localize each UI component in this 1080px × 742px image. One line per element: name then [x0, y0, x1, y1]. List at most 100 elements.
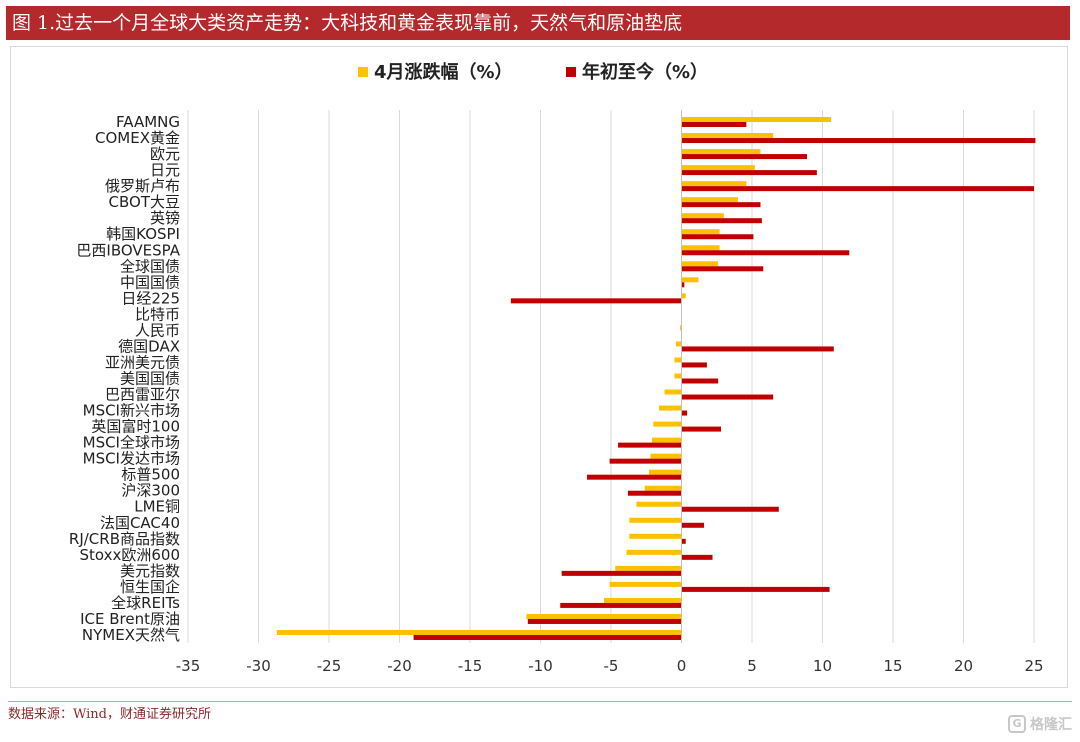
category-label: 全球国债: [120, 257, 180, 275]
category-label: 巴西IBOVESPA: [76, 241, 180, 259]
category-label: Stoxx欧洲600: [79, 546, 180, 564]
bar-series-2: [681, 170, 817, 176]
bar-series-2: [681, 538, 686, 544]
bar-series-1: [681, 293, 686, 299]
category-label: 沪深300: [121, 482, 180, 500]
x-tick-label: -5: [604, 657, 619, 675]
bar-series-2: [681, 394, 774, 400]
bar-series-1: [681, 181, 747, 187]
bar-series-1: [674, 373, 682, 379]
bar-series-1: [609, 581, 682, 587]
bar-series-1: [276, 629, 682, 635]
legend-label-1: 4月涨跌幅（%）: [374, 61, 513, 83]
category-label: 英镑: [150, 209, 180, 227]
x-tick-label: -15: [458, 657, 483, 675]
category-label: 德国DAX: [118, 337, 180, 355]
legend-swatch-1: [358, 67, 368, 77]
watermark-text: 格隆汇: [1030, 717, 1072, 733]
category-label: 韩国KOSPI: [106, 225, 180, 243]
bar-series-1: [650, 453, 682, 459]
bar-series-2: [413, 634, 682, 640]
x-tick-label: 5: [747, 657, 757, 675]
bar-series-1: [603, 597, 682, 603]
category-label: FAAMNG: [116, 113, 180, 131]
category-label: LME铜: [134, 498, 180, 516]
x-tick-label: -35: [176, 657, 201, 675]
bar-series-1: [681, 117, 831, 123]
legend-label-2: 年初至今（%）: [582, 61, 708, 83]
bar-series-1: [680, 325, 682, 331]
category-label: MSCI新兴市场: [83, 402, 180, 420]
category-label: CBOT大豆: [109, 193, 180, 211]
bar-series-2: [681, 522, 705, 528]
bar-series-2: [681, 186, 1034, 192]
bar-series-2: [681, 138, 1036, 144]
x-tick-label: -25: [317, 657, 342, 675]
category-label: MSCI发达市场: [83, 450, 180, 468]
bar-series-2: [681, 250, 850, 256]
bar-series-1: [626, 549, 682, 555]
bar-series-2: [681, 362, 707, 368]
category-label: 比特币: [135, 305, 180, 323]
watermark: G 格隆汇: [1008, 712, 1072, 736]
bar-series-1: [629, 517, 682, 523]
bar-series-2: [681, 218, 762, 224]
category-label: 俄罗斯卢布: [105, 177, 180, 195]
category-label: 恒生国企: [120, 578, 180, 596]
bar-series-1: [681, 197, 738, 203]
category-label: 全球REITs: [111, 594, 180, 612]
category-label: 中国国债: [120, 273, 180, 291]
bar-series-2: [681, 554, 713, 560]
bar-series-1: [674, 357, 682, 363]
bar-series-2: [627, 490, 682, 496]
category-label: 欧元: [150, 145, 180, 163]
category-label: 亚洲美元债: [105, 353, 180, 371]
chart-frame: -35 -30 -25 -20 -15 -10 -5 0 5 10 15 20 25 FAAMNG COME…: [10, 46, 1068, 688]
bar-series-2: [681, 202, 761, 208]
bar-series-2: [609, 458, 682, 464]
category-label: NYMEX天然气: [82, 626, 180, 644]
bar-series-2: [561, 570, 682, 576]
category-label: 标普500: [121, 466, 180, 484]
bar-series-2: [618, 442, 682, 448]
x-tick-label: 10: [813, 657, 832, 675]
bar-series-2: [681, 154, 807, 160]
bar-series-1: [681, 261, 719, 267]
bar-chart: -35 -30 -25 -20 -15 -10 -5 0 5 10 15 20 25 FAAMNGCOME…: [69, 61, 1044, 675]
bar-series-1: [653, 421, 682, 427]
bar-series-1: [664, 389, 682, 395]
bar-series-2: [560, 602, 682, 608]
x-tick-label: -20: [387, 657, 412, 675]
bar-series-2: [681, 586, 830, 592]
bar-series-1: [681, 133, 774, 139]
bar-series-1: [681, 229, 720, 235]
bar-series-1: [615, 565, 682, 571]
bar-series-2: [681, 234, 754, 240]
bar-series-1: [526, 613, 682, 619]
bar-series-1: [658, 405, 682, 411]
bar-series-2: [510, 298, 682, 304]
x-tick-label: 20: [954, 657, 973, 675]
category-label: COMEX黄金: [95, 129, 180, 147]
bar-series-1: [636, 501, 682, 507]
bar-series-2: [681, 506, 779, 512]
x-tick-label: -10: [528, 657, 553, 675]
bar-series-1: [675, 341, 682, 347]
category-label: 法国CAC40: [100, 514, 180, 532]
bar-series-1: [644, 485, 682, 491]
bar-series-1: [629, 533, 682, 539]
bar-series-1: [681, 149, 761, 155]
category-label: 美国国债: [120, 370, 180, 388]
source-note: 数据来源：Wind，财通证券研究所: [8, 701, 1072, 726]
bar-series-1: [681, 165, 755, 171]
bar-series-2: [681, 282, 685, 288]
bar-series-2: [681, 266, 764, 272]
x-tick-label: 0: [677, 657, 687, 675]
bar-series-2: [587, 474, 682, 480]
bar-series-1: [681, 277, 699, 283]
category-label: 人民币: [135, 321, 180, 339]
category-label: 日经225: [121, 289, 180, 307]
bar-series-2: [681, 426, 721, 432]
bar-series-2: [681, 346, 834, 352]
bar-series-1: [649, 469, 682, 475]
